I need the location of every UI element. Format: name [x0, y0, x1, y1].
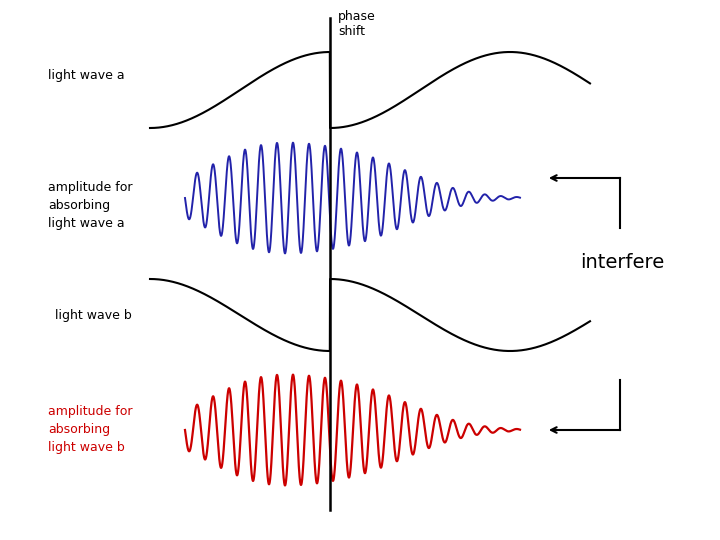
- Text: phase
shift: phase shift: [338, 10, 376, 38]
- Text: light wave b: light wave b: [55, 308, 132, 321]
- Text: amplitude for
absorbing
light wave a: amplitude for absorbing light wave a: [48, 180, 132, 230]
- Text: interfere: interfere: [580, 253, 665, 272]
- Text: amplitude for
absorbing
light wave b: amplitude for absorbing light wave b: [48, 406, 132, 455]
- Text: light wave a: light wave a: [48, 69, 125, 82]
